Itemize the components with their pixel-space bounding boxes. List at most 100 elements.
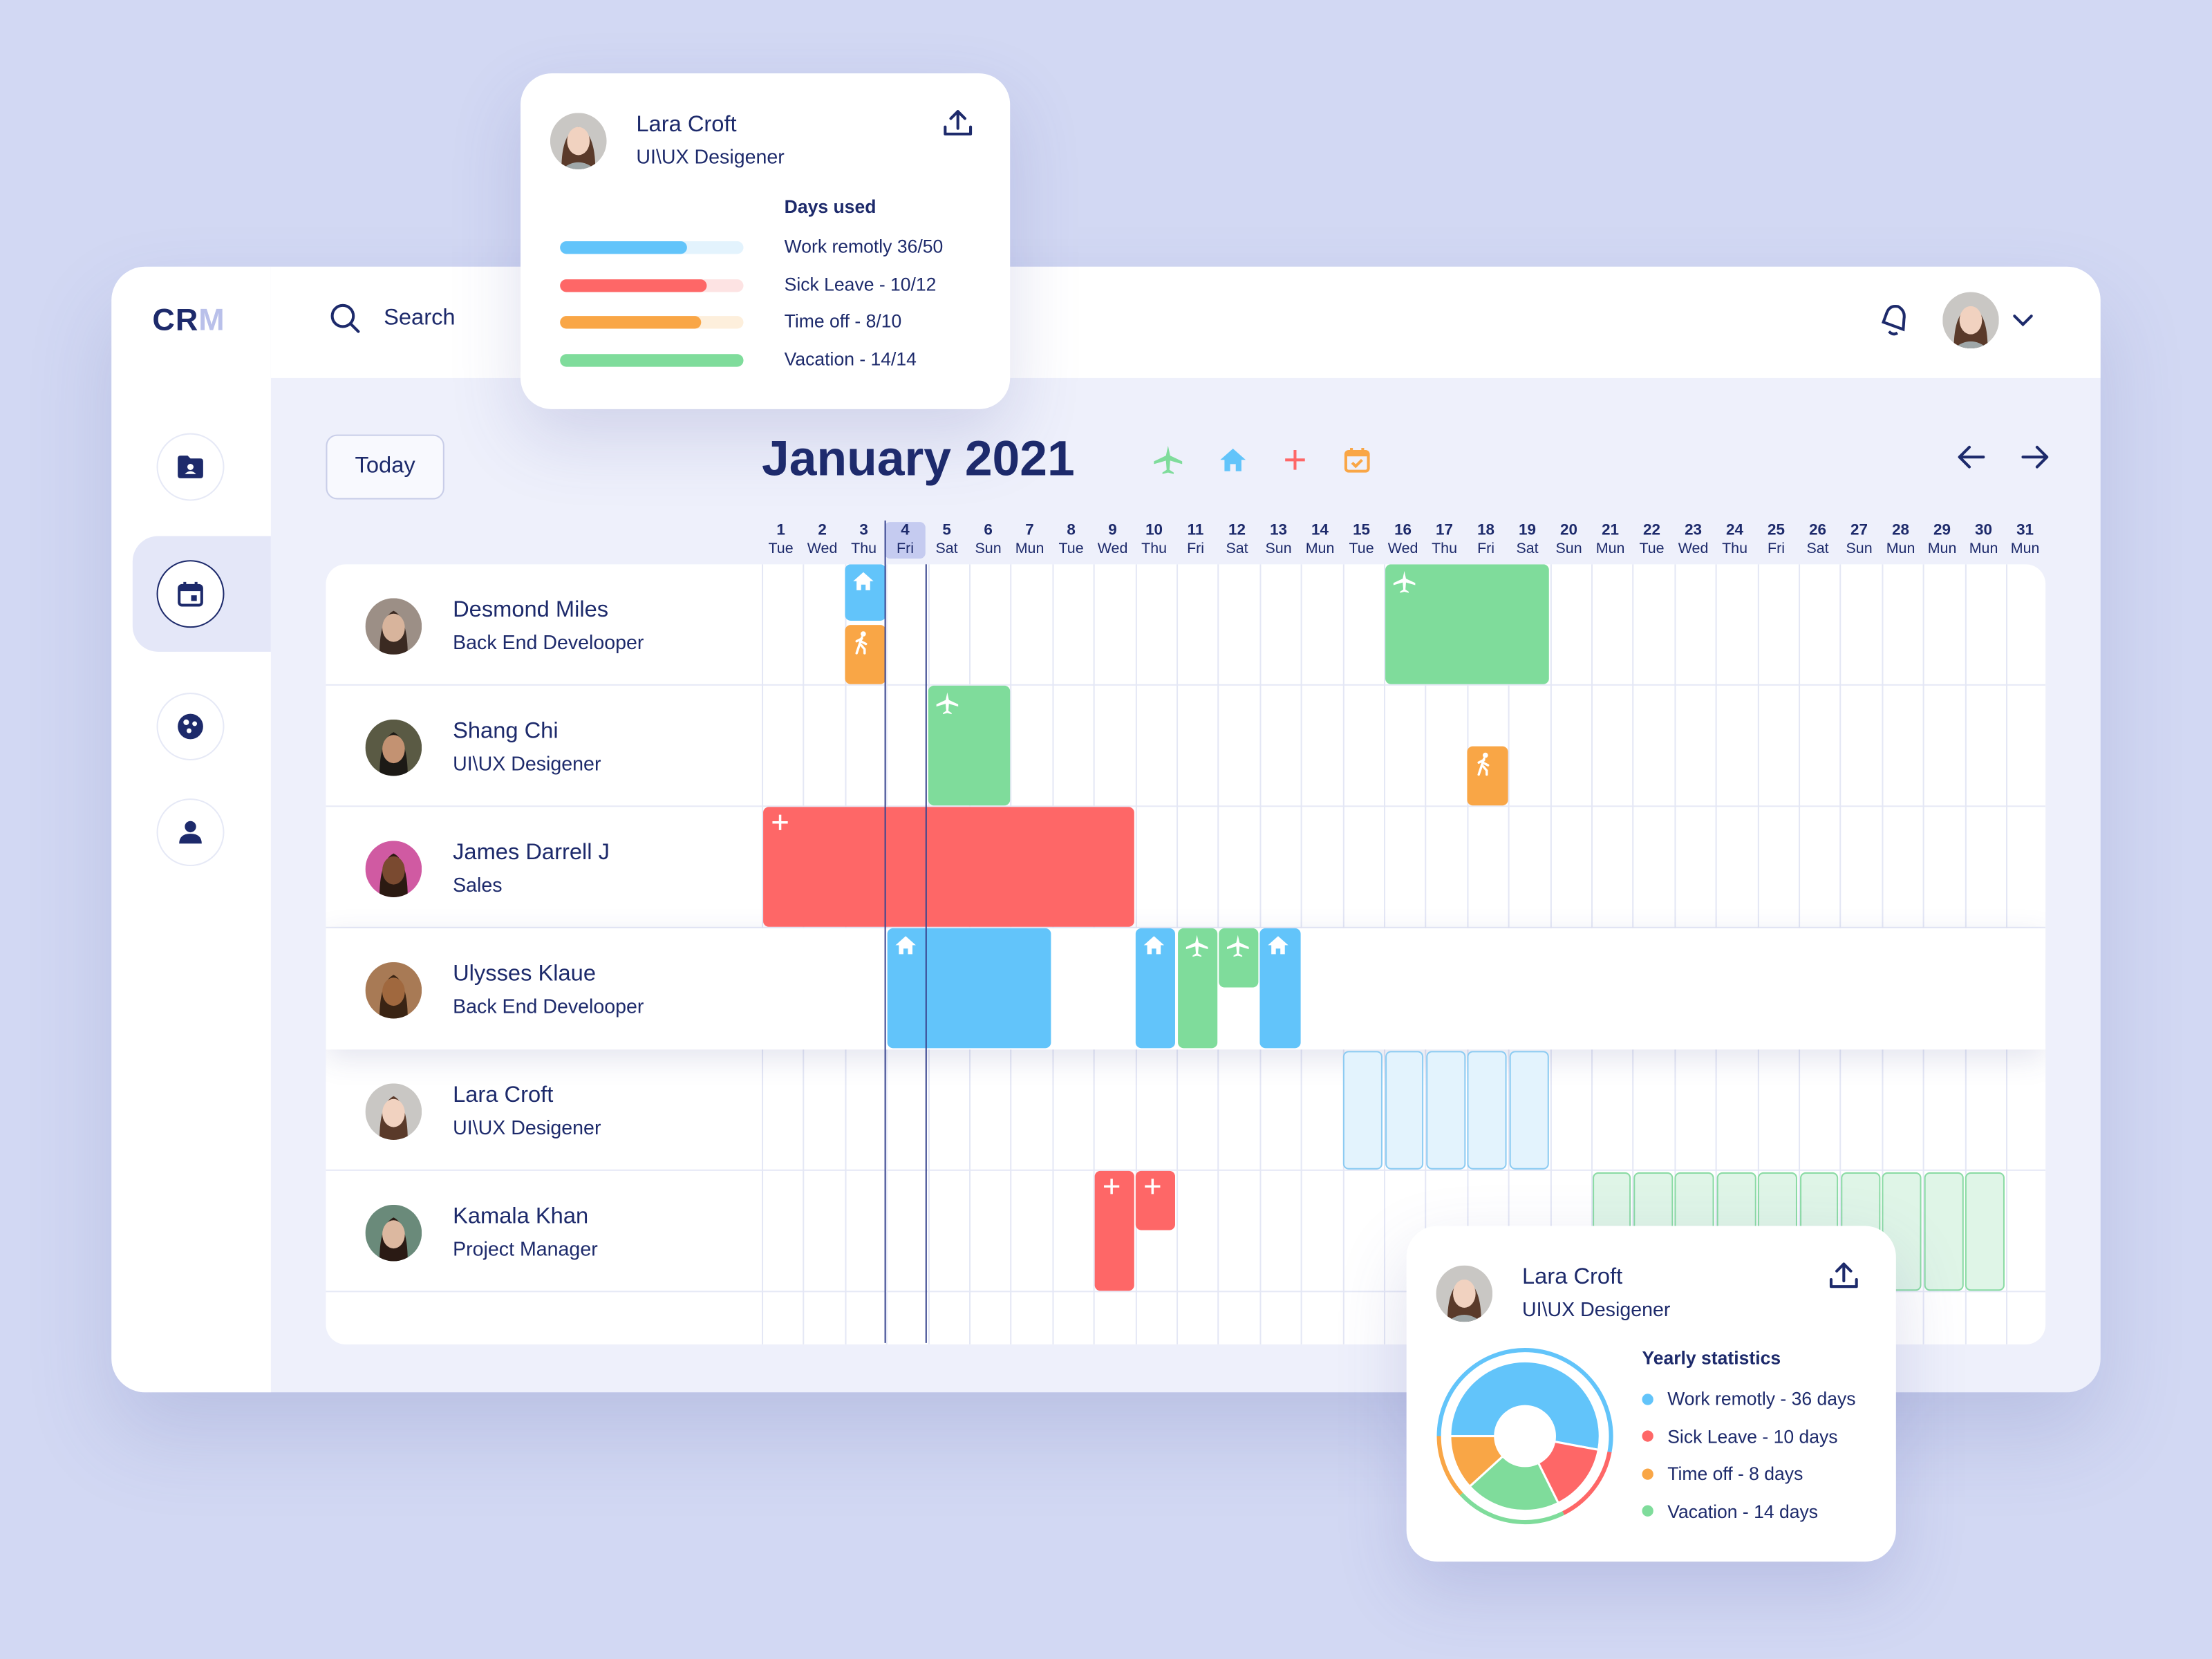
arrow-left-icon[interactable] (1957, 444, 1985, 470)
export-button[interactable] (1828, 1259, 1859, 1297)
planned-remote-cell[interactable] (1426, 1051, 1465, 1170)
day-weekday: Thu (851, 540, 877, 558)
day-header-20[interactable]: 20 Sun (1548, 522, 1589, 559)
avatar (365, 962, 422, 1019)
day-number: 24 (1726, 522, 1744, 539)
nav-folder[interactable] (156, 433, 225, 501)
day-header-26[interactable]: 26 Sat (1797, 522, 1838, 559)
employee-row[interactable]: James Darrell J Sales (326, 807, 2046, 928)
legend-dot (1642, 1468, 1653, 1479)
day-header-17[interactable]: 17 Thu (1424, 522, 1465, 559)
folder-user-icon (178, 456, 203, 478)
day-header-5[interactable]: 5 Sat (926, 522, 967, 559)
day-header-31[interactable]: 31 Mun (2005, 522, 2045, 559)
day-header-7[interactable]: 7 Mun (1009, 522, 1050, 559)
notification-button[interactable] (1877, 302, 1911, 346)
day-weekday: Mun (1015, 540, 1044, 558)
planned-remote-cell[interactable] (1343, 1051, 1382, 1170)
export-button[interactable] (942, 107, 973, 145)
day-header-1[interactable]: 1 Tue (760, 522, 801, 559)
progress-fill (560, 316, 701, 329)
day-header-4[interactable]: 4 Fri (884, 522, 926, 559)
days-used-heading: Days used (784, 196, 877, 218)
plus-icon[interactable] (1282, 447, 1308, 473)
planned-remote-cell[interactable] (1509, 1051, 1548, 1170)
employee-row[interactable]: Desmond Miles Back End Develooper (326, 564, 2046, 686)
planned-vacation-cell[interactable] (1965, 1172, 2005, 1291)
sick-leave-block[interactable] (1094, 1170, 1134, 1291)
day-header-9[interactable]: 9 Wed (1092, 522, 1133, 559)
employee-row[interactable]: Lara Croft UI\UX Desigener (326, 1049, 2046, 1171)
sick-leave-block[interactable] (762, 807, 1134, 927)
vacation-block[interactable] (1385, 564, 1549, 684)
planned-remote-cell[interactable] (1385, 1051, 1424, 1170)
day-header-30[interactable]: 30 Mun (1963, 522, 2004, 559)
day-header-18[interactable]: 18 Fri (1465, 522, 1506, 559)
remote-work-block[interactable] (1136, 928, 1176, 1049)
day-header-12[interactable]: 12 Sat (1217, 522, 1257, 559)
day-header-25[interactable]: 25 Fri (1756, 522, 1797, 559)
day-header-29[interactable]: 29 Mun (1922, 522, 1962, 559)
account-menu-toggle[interactable] (2013, 309, 2033, 335)
day-weekday: Mun (1969, 540, 1998, 558)
employee-row[interactable]: Shang Chi UI\UX Desigener (326, 686, 2046, 807)
day-header-27[interactable]: 27 Sun (1839, 522, 1880, 559)
day-header-16[interactable]: 16 Wed (1382, 522, 1423, 559)
day-header-21[interactable]: 21 Mun (1590, 522, 1631, 559)
day-header-10[interactable]: 10 Thu (1134, 522, 1174, 559)
nav-calendar[interactable] (156, 560, 225, 628)
donut-outer-ring (1436, 1436, 1463, 1496)
vacation-block[interactable] (928, 685, 1010, 806)
day-header-15[interactable]: 15 Tue (1341, 522, 1382, 559)
day-header-28[interactable]: 28 Mun (1880, 522, 1921, 559)
legend-label: Sick Leave - 10 days (1667, 1425, 1838, 1447)
remote-work-block[interactable] (887, 928, 1051, 1049)
calendar-check-icon[interactable] (1343, 446, 1371, 474)
pie-chart-icon (178, 713, 203, 740)
home-icon[interactable] (1219, 446, 1247, 474)
user-avatar[interactable] (1942, 292, 1999, 349)
day-weekday: Thu (1141, 540, 1168, 558)
avatar (365, 1204, 422, 1262)
day-header-13[interactable]: 13 Sun (1258, 522, 1299, 559)
day-header-19[interactable]: 19 Sat (1507, 522, 1548, 559)
block-icon (935, 691, 959, 722)
sick-leave-block[interactable] (1136, 1170, 1176, 1230)
search-box[interactable]: Search (330, 303, 456, 335)
day-header-11[interactable]: 11 Fri (1175, 522, 1216, 559)
time-off-block[interactable] (845, 625, 885, 684)
month-title: January 2021 (762, 431, 1075, 487)
planned-vacation-cell[interactable] (1924, 1172, 1963, 1291)
nav-profile[interactable] (156, 798, 225, 867)
day-number: 3 (859, 522, 868, 539)
nav-dashboard[interactable] (156, 693, 225, 760)
arrow-right-icon[interactable] (2021, 444, 2050, 470)
day-weekday: Thu (1722, 540, 1748, 558)
today-button[interactable]: Today (326, 434, 444, 500)
employee-row[interactable]: Kamala Khan Project Manager (326, 1171, 2046, 1293)
time-off-block[interactable] (1468, 746, 1508, 806)
day-header-24[interactable]: 24 Thu (1714, 522, 1755, 559)
remote-work-block[interactable] (1260, 928, 1300, 1049)
avatar (1436, 1265, 1493, 1322)
day-header-14[interactable]: 14 Mun (1300, 522, 1340, 559)
calendar-icon (178, 581, 203, 607)
day-number: 30 (1975, 522, 1993, 539)
day-weekday: Tue (1639, 540, 1665, 558)
day-number: 1 (776, 522, 785, 539)
plane-icon[interactable] (1152, 444, 1183, 476)
employee-info: Desmond Miles Back End Develooper (365, 595, 644, 657)
planned-remote-cell[interactable] (1468, 1051, 1507, 1170)
day-header-6[interactable]: 6 Sun (968, 522, 1009, 559)
day-header-2[interactable]: 2 Wed (802, 522, 843, 559)
vacation-block[interactable] (1177, 928, 1217, 1049)
day-header-8[interactable]: 8 Tue (1051, 522, 1091, 559)
day-header-22[interactable]: 22 Tue (1631, 522, 1672, 559)
day-header-23[interactable]: 23 Wed (1673, 522, 1714, 559)
progress-track (560, 279, 744, 292)
vacation-block[interactable] (1219, 928, 1259, 988)
employee-name: James Darrell J (453, 841, 610, 865)
remote-work-block[interactable] (845, 564, 885, 621)
employee-info: James Darrell J Sales (365, 838, 610, 900)
day-header-3[interactable]: 3 Thu (843, 522, 884, 559)
